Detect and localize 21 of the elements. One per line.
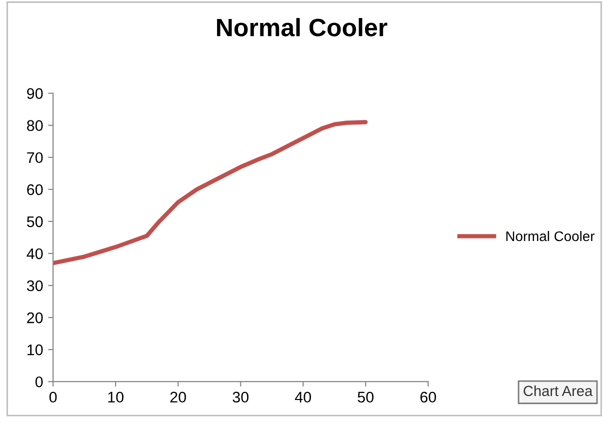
y-tick-label: 10 xyxy=(28,344,43,356)
y-tick-label: 40 xyxy=(26,248,43,260)
line-series xyxy=(53,120,368,266)
y-tick-label: 30 xyxy=(26,280,43,292)
x-tick-label: 30 xyxy=(232,392,248,403)
chart-title: Normal Cooler xyxy=(217,18,388,36)
x-tick-label: 40 xyxy=(294,392,312,403)
legend-label: Normal Cooler xyxy=(506,230,595,242)
y-tick-label: 20 xyxy=(27,312,43,324)
x-tick-label: 10 xyxy=(108,392,124,403)
x-tick-label: 20 xyxy=(170,392,186,403)
y-tick-label: 80 xyxy=(27,120,43,131)
y-tick-label: 70 xyxy=(27,152,43,164)
y-tick-label: 60 xyxy=(27,184,43,196)
y-tick-label: 0 xyxy=(35,376,43,388)
x-tick-label: 60 xyxy=(420,392,436,403)
y-tick-label: 50 xyxy=(26,216,43,228)
text: Chart Area xyxy=(524,385,593,396)
x-tick-label: 50 xyxy=(358,392,374,403)
x-tick-label: 0 xyxy=(49,392,57,403)
y-tick-label: 90 xyxy=(27,88,43,99)
